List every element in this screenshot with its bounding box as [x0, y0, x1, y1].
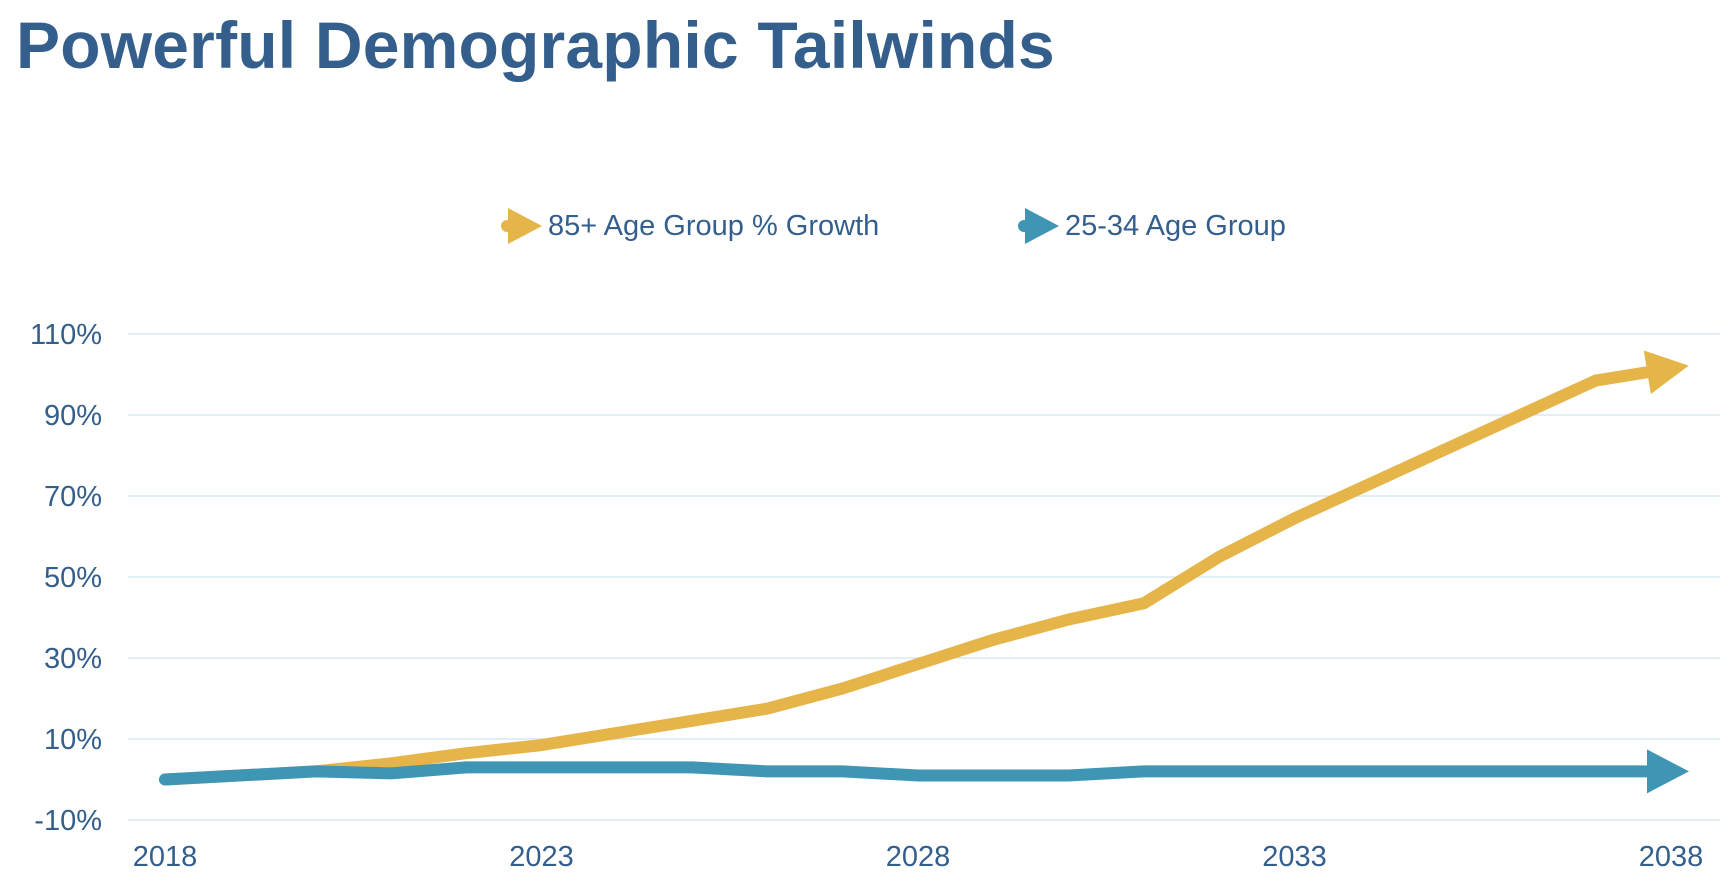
y-tick-label: 10% — [44, 724, 102, 756]
x-tick-label: 2033 — [1262, 841, 1327, 873]
x-tick-label: 2018 — [133, 841, 198, 873]
series-arrowhead — [1643, 350, 1689, 394]
x-tick-label: 2023 — [509, 841, 574, 873]
series-line — [159, 366, 1653, 786]
y-tick-label: -10% — [34, 805, 102, 837]
series-arrowhead — [1647, 749, 1689, 794]
y-tick-label: 30% — [44, 643, 102, 675]
series-lines — [159, 350, 1689, 794]
axis-labels: 110% 90% 70% 50% 30% 10% -10% 2018 2023 2028 2033 2… — [30, 319, 1703, 873]
series-1 — [159, 749, 1689, 794]
y-tick-label: 110% — [30, 319, 102, 351]
legend-item-85plus: 85+ Age Group % Growth — [498, 206, 879, 246]
legend-item-25-34: 25-34 Age Group — [1015, 206, 1286, 246]
legend-label-85plus: 85+ Age Group % Growth — [548, 209, 880, 242]
legend-85plus-arrow-icon — [501, 208, 542, 244]
y-tick-label: 50% — [44, 562, 102, 594]
y-tick-label: 70% — [44, 481, 102, 513]
legend-label-25-34: 25-34 Age Group — [1065, 209, 1286, 242]
gridlines — [128, 333, 1720, 821]
y-tick-label: 90% — [44, 400, 102, 432]
series-line — [159, 761, 1652, 786]
legend-25-34-arrow-icon — [1018, 208, 1059, 244]
x-tick-label: 2028 — [886, 841, 951, 873]
series-0 — [159, 350, 1689, 786]
slide-title: Powerful Demographic Tailwinds — [16, 8, 1055, 82]
x-tick-label: 2038 — [1639, 841, 1704, 873]
